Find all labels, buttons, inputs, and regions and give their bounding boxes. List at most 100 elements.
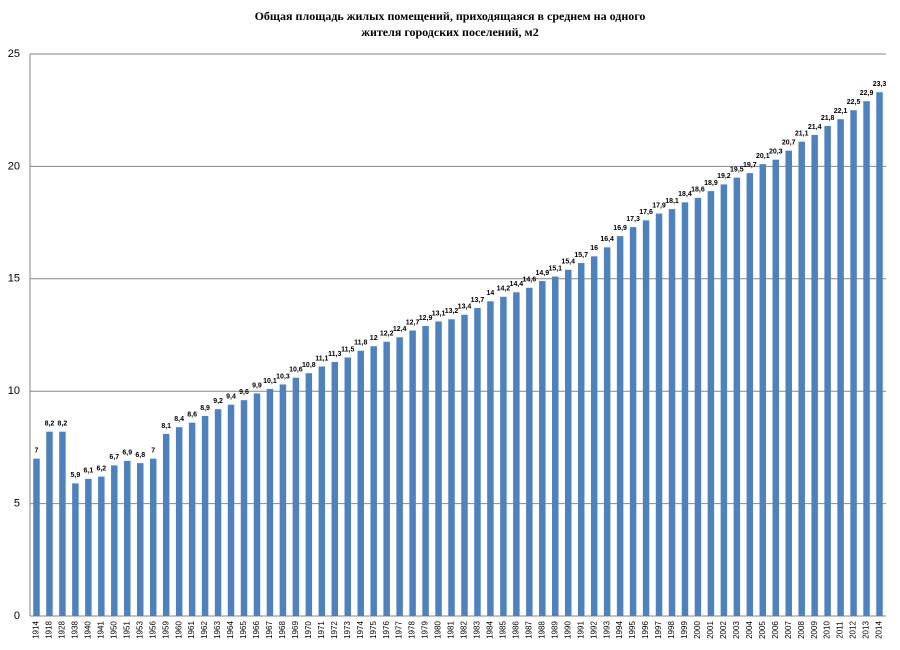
value-label: 14,4 (510, 281, 524, 288)
x-tick-label: 1973 (343, 621, 352, 639)
bar (811, 134, 818, 617)
x-tick-label: 1960 (174, 621, 183, 639)
bar (266, 388, 274, 616)
value-label: 6,2 (96, 465, 106, 472)
bar (694, 197, 702, 616)
value-label: 13,2 (445, 308, 459, 315)
bar (240, 400, 248, 616)
bar (137, 463, 144, 616)
value-label: 15,4 (561, 259, 575, 266)
bar (720, 184, 728, 616)
value-label: 13,1 (432, 310, 446, 317)
bar (629, 227, 637, 616)
x-tick-label: 1969 (291, 621, 300, 639)
value-label: 15,1 (548, 265, 562, 272)
value-label: 22,5 (847, 99, 861, 106)
x-tick-label: 2000 (693, 621, 702, 639)
x-tick-label: 1972 (330, 621, 339, 639)
x-tick-label: 1938 (71, 621, 80, 639)
x-tick-label: 1988 (537, 621, 546, 639)
x-tick-label: 1959 (161, 621, 170, 639)
bar (409, 330, 416, 616)
value-label: 20,1 (756, 153, 770, 160)
chart-title: Общая площадь жилых помещений, приходяща… (255, 9, 646, 23)
bar (681, 202, 689, 617)
bar (565, 269, 572, 616)
x-tick-label: 1966 (252, 621, 261, 639)
value-label: 10,6 (289, 367, 303, 374)
x-tick-label: 1979 (421, 621, 430, 639)
x-tick-label: 1978 (408, 621, 417, 639)
bar (370, 346, 377, 616)
x-tick-label: 1965 (239, 621, 248, 639)
value-label: 12,4 (393, 326, 407, 333)
y-tick-label: 0 (14, 610, 20, 622)
value-label: 10,1 (263, 378, 277, 385)
y-tick-label: 25 (8, 48, 20, 60)
bar (59, 431, 66, 616)
bar (253, 393, 261, 616)
y-tick-label: 15 (8, 273, 20, 285)
x-tick-label: 1970 (304, 621, 313, 639)
x-tick-label: 1963 (213, 621, 222, 639)
bar (603, 247, 611, 616)
value-label: 8,9 (200, 405, 210, 412)
x-tick-label: 1999 (680, 621, 689, 639)
value-label: 8,1 (161, 423, 171, 430)
value-label: 8,4 (174, 416, 184, 423)
bar (435, 321, 442, 616)
value-label: 13,7 (471, 297, 485, 304)
bar (552, 276, 559, 616)
bar (201, 415, 209, 616)
value-label: 5,9 (71, 472, 81, 479)
value-label: 21,4 (808, 124, 822, 131)
x-tick-label: 1981 (447, 621, 456, 639)
x-tick-label: 1997 (654, 621, 663, 639)
value-label: 9,4 (226, 394, 236, 401)
value-label: 10,8 (302, 362, 316, 369)
x-tick-label: 1984 (486, 621, 495, 639)
x-tick-label: 1928 (58, 621, 67, 639)
bar (837, 119, 844, 616)
x-tick-label: 1986 (511, 621, 520, 639)
bar (111, 465, 118, 616)
value-label: 21,1 (795, 131, 809, 138)
x-tick-label: 2008 (797, 621, 806, 639)
value-label: 8,2 (58, 421, 68, 428)
bar (772, 159, 779, 616)
x-tick-label: 1996 (641, 621, 650, 639)
bar (162, 433, 170, 616)
bar (227, 404, 235, 616)
value-label: 20,3 (769, 148, 783, 155)
bar (396, 337, 403, 616)
bar (642, 220, 650, 617)
bar (422, 326, 429, 616)
x-tick-label: 1989 (550, 621, 559, 639)
x-tick-label: 1977 (395, 621, 404, 639)
bar (590, 256, 598, 616)
x-tick-label: 2010 (823, 621, 832, 639)
bar (318, 366, 326, 616)
bar (461, 314, 468, 616)
bar (448, 319, 455, 616)
bar (824, 125, 831, 616)
value-label: 22,9 (860, 90, 874, 97)
bar (577, 263, 585, 616)
x-tick-label: 1951 (122, 621, 131, 639)
x-tick-label: 1976 (382, 621, 391, 639)
value-label: 21,8 (821, 115, 835, 122)
value-label: 11,1 (315, 355, 328, 362)
bar (72, 483, 79, 616)
value-label: 7 (35, 447, 39, 454)
bar (214, 409, 222, 616)
value-label: 23,3 (873, 81, 887, 88)
bar (344, 357, 351, 616)
x-tick-label: 1941 (96, 621, 105, 639)
x-tick-label: 1982 (460, 621, 469, 639)
value-label: 9,6 (239, 389, 249, 396)
x-tick-label: 1998 (667, 621, 676, 639)
bar (149, 458, 157, 616)
x-tick-label: 1964 (226, 621, 235, 639)
